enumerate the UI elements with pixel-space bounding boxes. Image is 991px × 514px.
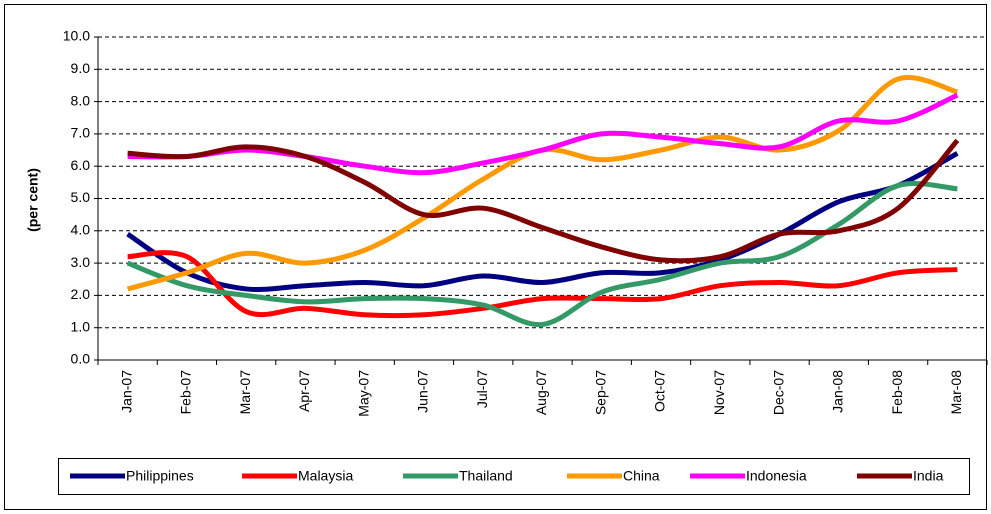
x-tick-label: Jul-07 (474, 370, 490, 408)
x-tick-label: Jun-07 (415, 370, 431, 413)
legend-label: Indonesia (746, 468, 807, 484)
x-tick-label: Apr-07 (296, 370, 312, 412)
x-tick-label: Jan-08 (830, 370, 846, 413)
x-tick-label: Jan-07 (118, 370, 134, 413)
y-tick-label: 5.0 (71, 189, 91, 205)
legend-label: Philippines (126, 468, 194, 484)
y-tick-label: 9.0 (71, 60, 91, 76)
y-tick-label: 8.0 (71, 92, 91, 108)
y-tick-label: 1.0 (71, 318, 91, 334)
x-tick-label: Dec-07 (770, 370, 786, 415)
y-axis-label: (per cent) (25, 168, 41, 232)
series-line (127, 250, 958, 319)
x-tick-label: Oct-07 (652, 370, 668, 412)
y-tick-label: 2.0 (71, 286, 91, 302)
x-tick-label: May-07 (355, 370, 371, 417)
x-tick-label: Sep-07 (592, 370, 608, 415)
series-line (127, 92, 959, 176)
series-line (126, 151, 959, 292)
y-tick-label: 7.0 (71, 125, 91, 141)
legend (58, 458, 970, 495)
y-tick-label: 0.0 (71, 351, 91, 367)
legend-label: Malaysia (298, 468, 353, 484)
x-tick-label: Mar-07 (237, 370, 253, 415)
chart-border (4, 4, 987, 510)
y-tick-label: 6.0 (71, 157, 91, 173)
x-tick-label: Feb-07 (178, 370, 194, 415)
series-line (127, 138, 960, 264)
x-tick-label: Feb-08 (889, 370, 905, 415)
legend-label: Thailand (459, 468, 513, 484)
x-tick-label: Nov-07 (711, 370, 727, 415)
y-tick-label: 10.0 (63, 28, 90, 44)
legend-label: India (913, 468, 944, 484)
y-tick-label: 4.0 (71, 222, 91, 238)
x-tick-label: Mar-08 (948, 370, 964, 415)
legend-label: China (623, 468, 660, 484)
x-tick-label: Aug-07 (533, 370, 549, 415)
y-tick-label: 3.0 (71, 254, 91, 270)
